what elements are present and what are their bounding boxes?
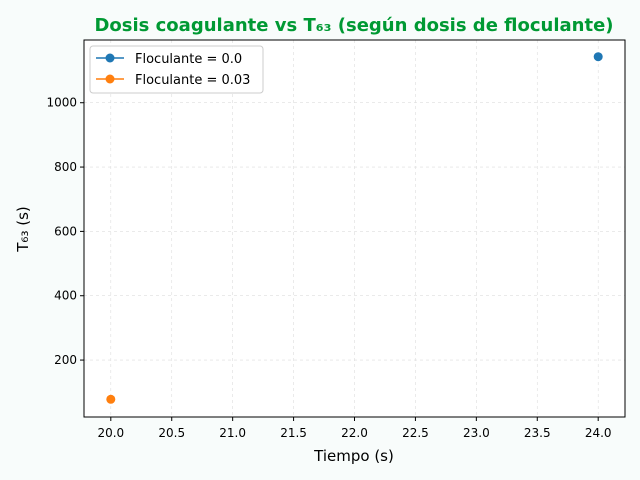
x-tick-label-6: 23.0 (463, 426, 490, 440)
x-tick-label-2: 21.0 (219, 426, 246, 440)
data-point-series-1-0 (593, 52, 603, 62)
legend: Floculante = 0.0 Floculante = 0.03 (89, 45, 264, 94)
y-tick-label-1: 400 (54, 289, 77, 303)
y-tick-label-2: 600 (54, 224, 77, 238)
x-axis-label: Tiempo (s) (313, 447, 394, 465)
x-tick-label-1: 20.5 (158, 426, 185, 440)
x-tick-label-8: 24.0 (585, 426, 612, 440)
y-axis-label: T₆₃ (s) (14, 206, 32, 252)
x-tick-label-7: 23.5 (524, 426, 551, 440)
y-tick-label-0: 200 (54, 353, 77, 367)
legend-marker-series-1 (105, 53, 115, 63)
x-tick-label-5: 22.5 (402, 426, 429, 440)
y-tick-label-4: 1000 (46, 96, 77, 110)
data-point-series-2-0 (106, 394, 116, 404)
y-axis: 200 400 600 800 1000 (46, 96, 84, 367)
y-tick-label-3: 800 (54, 160, 77, 174)
x-tick-label-4: 22.0 (341, 426, 368, 440)
legend-label-series-2: Floculante = 0.03 (135, 73, 250, 88)
chart-title: Dosis coagulante vs T₆₃ (según dosis de … (94, 15, 613, 36)
grid (84, 40, 625, 417)
legend-marker-series-2 (105, 74, 115, 84)
x-tick-label-3: 21.5 (280, 426, 307, 440)
plot-frame (83, 39, 626, 418)
legend-box (89, 45, 264, 94)
x-axis: 20.0 20.5 21.0 21.5 22.0 22.5 23.0 23.5 24.0 (97, 417, 612, 440)
x-tick-label-0: 20.0 (97, 426, 124, 440)
data-points (106, 52, 603, 404)
legend-label-series-1: Floculante = 0.0 (135, 52, 242, 67)
